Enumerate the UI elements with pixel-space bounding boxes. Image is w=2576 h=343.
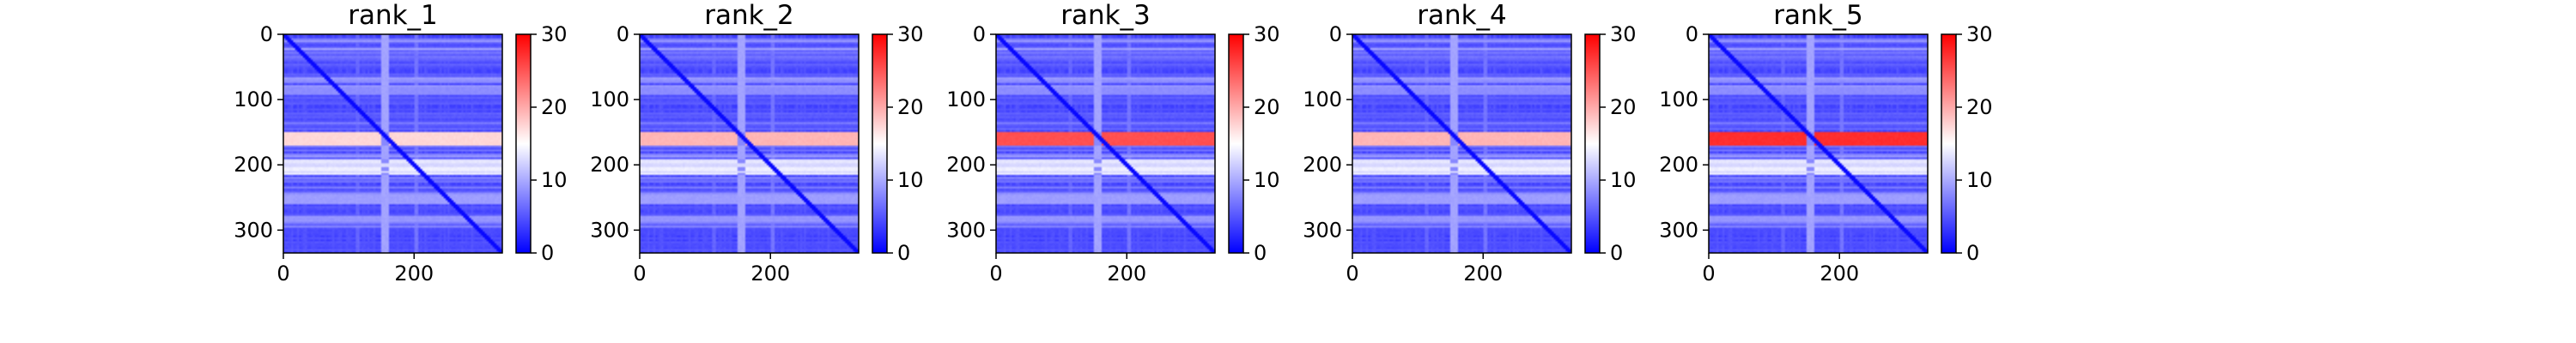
panel-title: rank_5 xyxy=(1773,0,1863,31)
x-tick-label: 0 xyxy=(276,262,289,286)
y-tick-label: 200 xyxy=(1303,153,1342,177)
colorbar-tick-label: 20 xyxy=(1254,95,1280,119)
colorbar-tick-label: 20 xyxy=(1610,95,1637,119)
colorbar-tick-label: 10 xyxy=(1610,168,1637,192)
colorbar-tick-label: 10 xyxy=(897,168,924,192)
heatmap-image xyxy=(996,34,1215,253)
heatmap-image xyxy=(1352,34,1571,253)
y-tick-label: 200 xyxy=(590,153,629,177)
panel-title: rank_4 xyxy=(1417,0,1507,31)
colorbar-tick-label: 30 xyxy=(1966,22,1993,46)
panel-title: rank_1 xyxy=(348,0,438,31)
y-tick-label: 100 xyxy=(590,87,629,111)
y-tick-label: 200 xyxy=(1659,153,1698,177)
x-tick-label: 0 xyxy=(1346,262,1358,286)
x-tick-label: 200 xyxy=(750,262,790,286)
colorbar xyxy=(1228,33,1244,254)
y-tick-label: 200 xyxy=(946,153,986,177)
x-tick-label: 200 xyxy=(394,262,434,286)
colorbar-tick-label: 20 xyxy=(541,95,568,119)
panel-title: rank_3 xyxy=(1060,0,1151,31)
x-tick-label: 200 xyxy=(1820,262,1859,286)
x-tick-label: 0 xyxy=(633,262,646,286)
axes-frame xyxy=(1352,33,1572,254)
y-tick-label: 100 xyxy=(1659,87,1698,111)
colorbar-tick-label: 0 xyxy=(1610,241,1623,265)
x-tick-label: 200 xyxy=(1107,262,1146,286)
y-tick-label: 0 xyxy=(973,22,986,46)
colorbar xyxy=(1941,33,1957,254)
colorbar xyxy=(872,33,888,254)
colorbar-tick-label: 30 xyxy=(1610,22,1637,46)
x-tick-label: 200 xyxy=(1463,262,1503,286)
axes-frame xyxy=(1708,33,1929,254)
heatmap-image xyxy=(640,34,859,253)
y-tick-label: 300 xyxy=(590,218,629,242)
colorbar xyxy=(515,33,532,254)
y-tick-label: 0 xyxy=(260,22,273,46)
colorbar-tick-label: 10 xyxy=(541,168,568,192)
colorbar-tick-label: 0 xyxy=(541,241,554,265)
y-tick-label: 300 xyxy=(946,218,986,242)
heatmap-image xyxy=(1709,34,1928,253)
y-tick-label: 300 xyxy=(1659,218,1698,242)
colorbar-tick-label: 30 xyxy=(541,22,568,46)
x-tick-label: 0 xyxy=(989,262,1002,286)
y-tick-label: 300 xyxy=(1303,218,1342,242)
x-tick-label: 0 xyxy=(1702,262,1715,286)
y-tick-label: 300 xyxy=(234,218,273,242)
y-tick-label: 0 xyxy=(1329,22,1342,46)
colorbar-tick-label: 30 xyxy=(1254,22,1280,46)
y-tick-label: 0 xyxy=(617,22,629,46)
colorbar-tick-label: 0 xyxy=(897,241,910,265)
colorbar-tick-label: 20 xyxy=(897,95,924,119)
axes-frame xyxy=(639,33,860,254)
colorbar-tick-label: 30 xyxy=(897,22,924,46)
panel-title: rank_2 xyxy=(704,0,794,31)
y-tick-label: 0 xyxy=(1686,22,1698,46)
colorbar-tick-label: 10 xyxy=(1966,168,1993,192)
y-tick-label: 100 xyxy=(946,87,986,111)
colorbar-tick-label: 20 xyxy=(1966,95,1993,119)
colorbar-tick-label: 0 xyxy=(1254,241,1267,265)
axes-frame xyxy=(283,33,503,254)
heatmap-image xyxy=(283,34,502,253)
y-tick-label: 100 xyxy=(1303,87,1342,111)
axes-frame xyxy=(995,33,1216,254)
y-tick-label: 100 xyxy=(234,87,273,111)
y-tick-label: 200 xyxy=(234,153,273,177)
colorbar-tick-label: 0 xyxy=(1966,241,1979,265)
colorbar xyxy=(1584,33,1601,254)
colorbar-tick-label: 10 xyxy=(1254,168,1280,192)
